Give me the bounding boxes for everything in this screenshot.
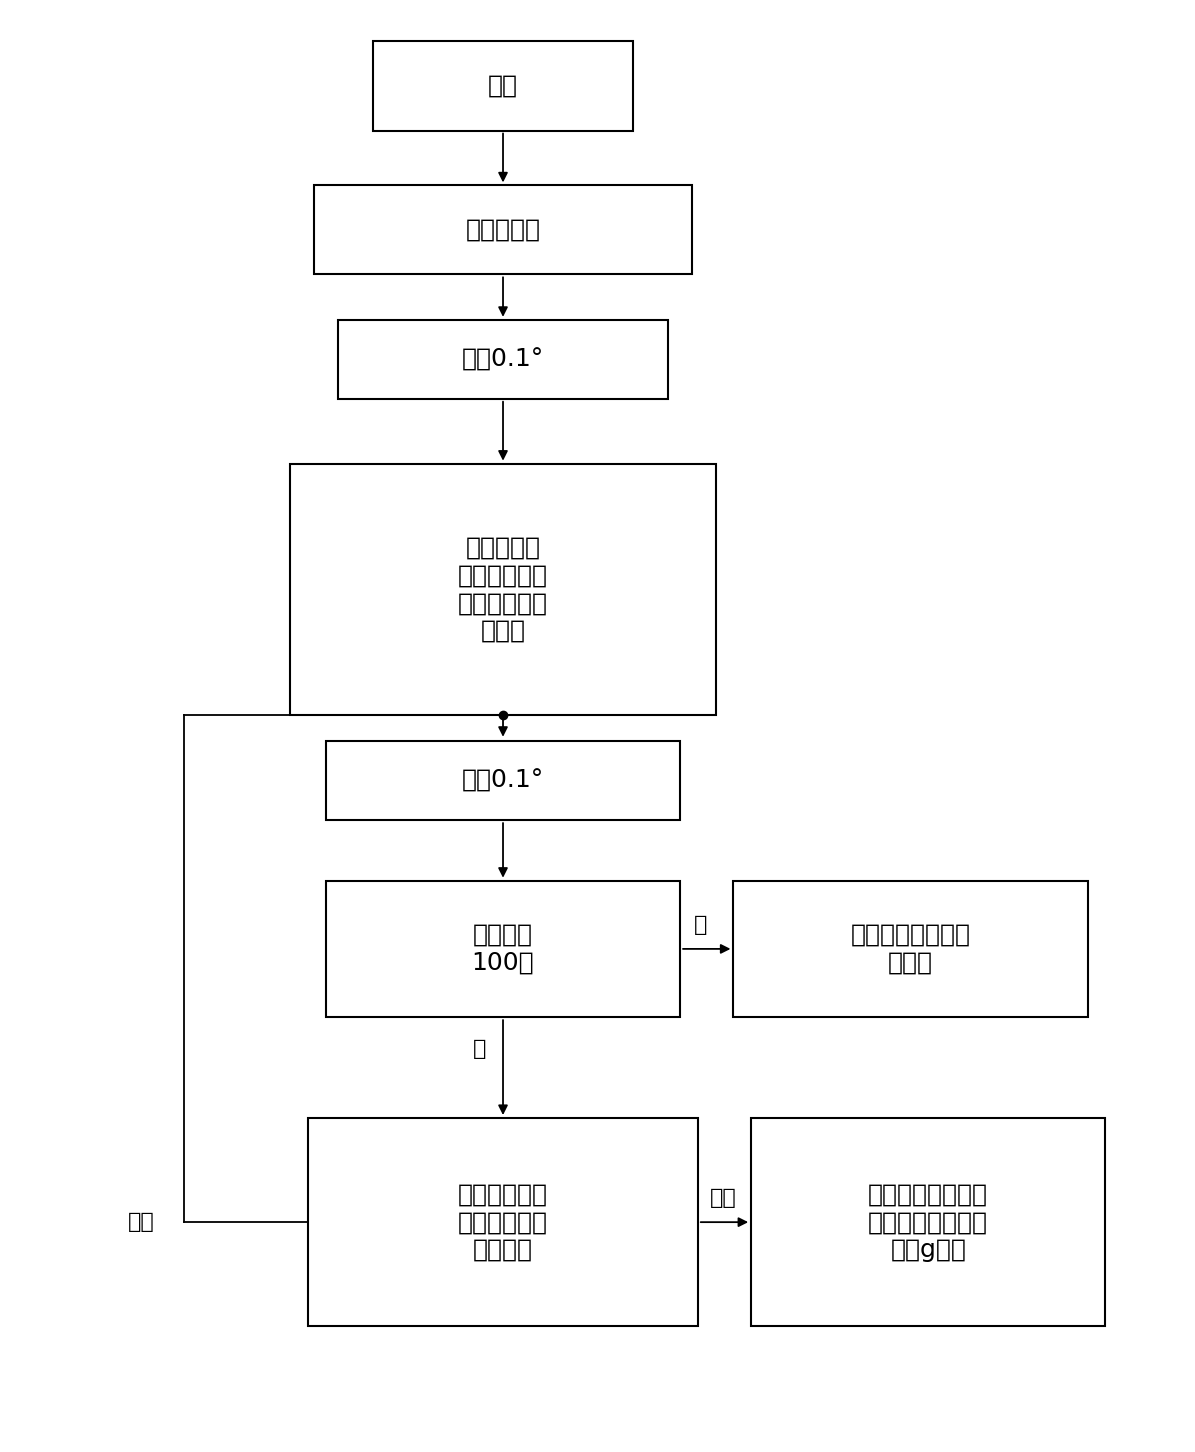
Bar [326, 741, 680, 820]
Bar [338, 319, 668, 399]
Text: 不同: 不同 [710, 1188, 736, 1208]
Text: 是否大于
100次: 是否大于 100次 [472, 923, 534, 974]
Bar [308, 1118, 698, 1327]
Text: 读取信号値
并与上次信号
値比较记下变
化趋势: 读取信号値 并与上次信号 値比较记下变 化趋势 [458, 536, 549, 643]
Bar [734, 880, 1087, 1018]
Text: 获取变化趋势
并与上次变化
趋势比较: 获取变化趋势 并与上次变化 趋势比较 [458, 1182, 549, 1262]
Bar [373, 42, 633, 131]
Text: 开始: 开始 [488, 74, 517, 99]
Text: 单步0.1°: 单步0.1° [462, 768, 544, 793]
Text: 单步0.1°: 单步0.1° [462, 347, 544, 372]
Bar [290, 463, 716, 716]
Bar [326, 880, 680, 1018]
Text: 此时信号量为极値
加速度轴与重力加
速度g半行: 此时信号量为极値 加速度轴与重力加 速度g半行 [869, 1182, 988, 1262]
Text: 否: 否 [473, 1038, 486, 1059]
Bar [314, 186, 692, 274]
Text: 是: 是 [694, 915, 707, 935]
Text: 相同: 相同 [128, 1212, 154, 1233]
Text: 读取信号値: 读取信号値 [466, 218, 540, 242]
Text: 返回起始位置并重
新微调: 返回起始位置并重 新微调 [851, 923, 970, 974]
Bar [750, 1118, 1105, 1327]
